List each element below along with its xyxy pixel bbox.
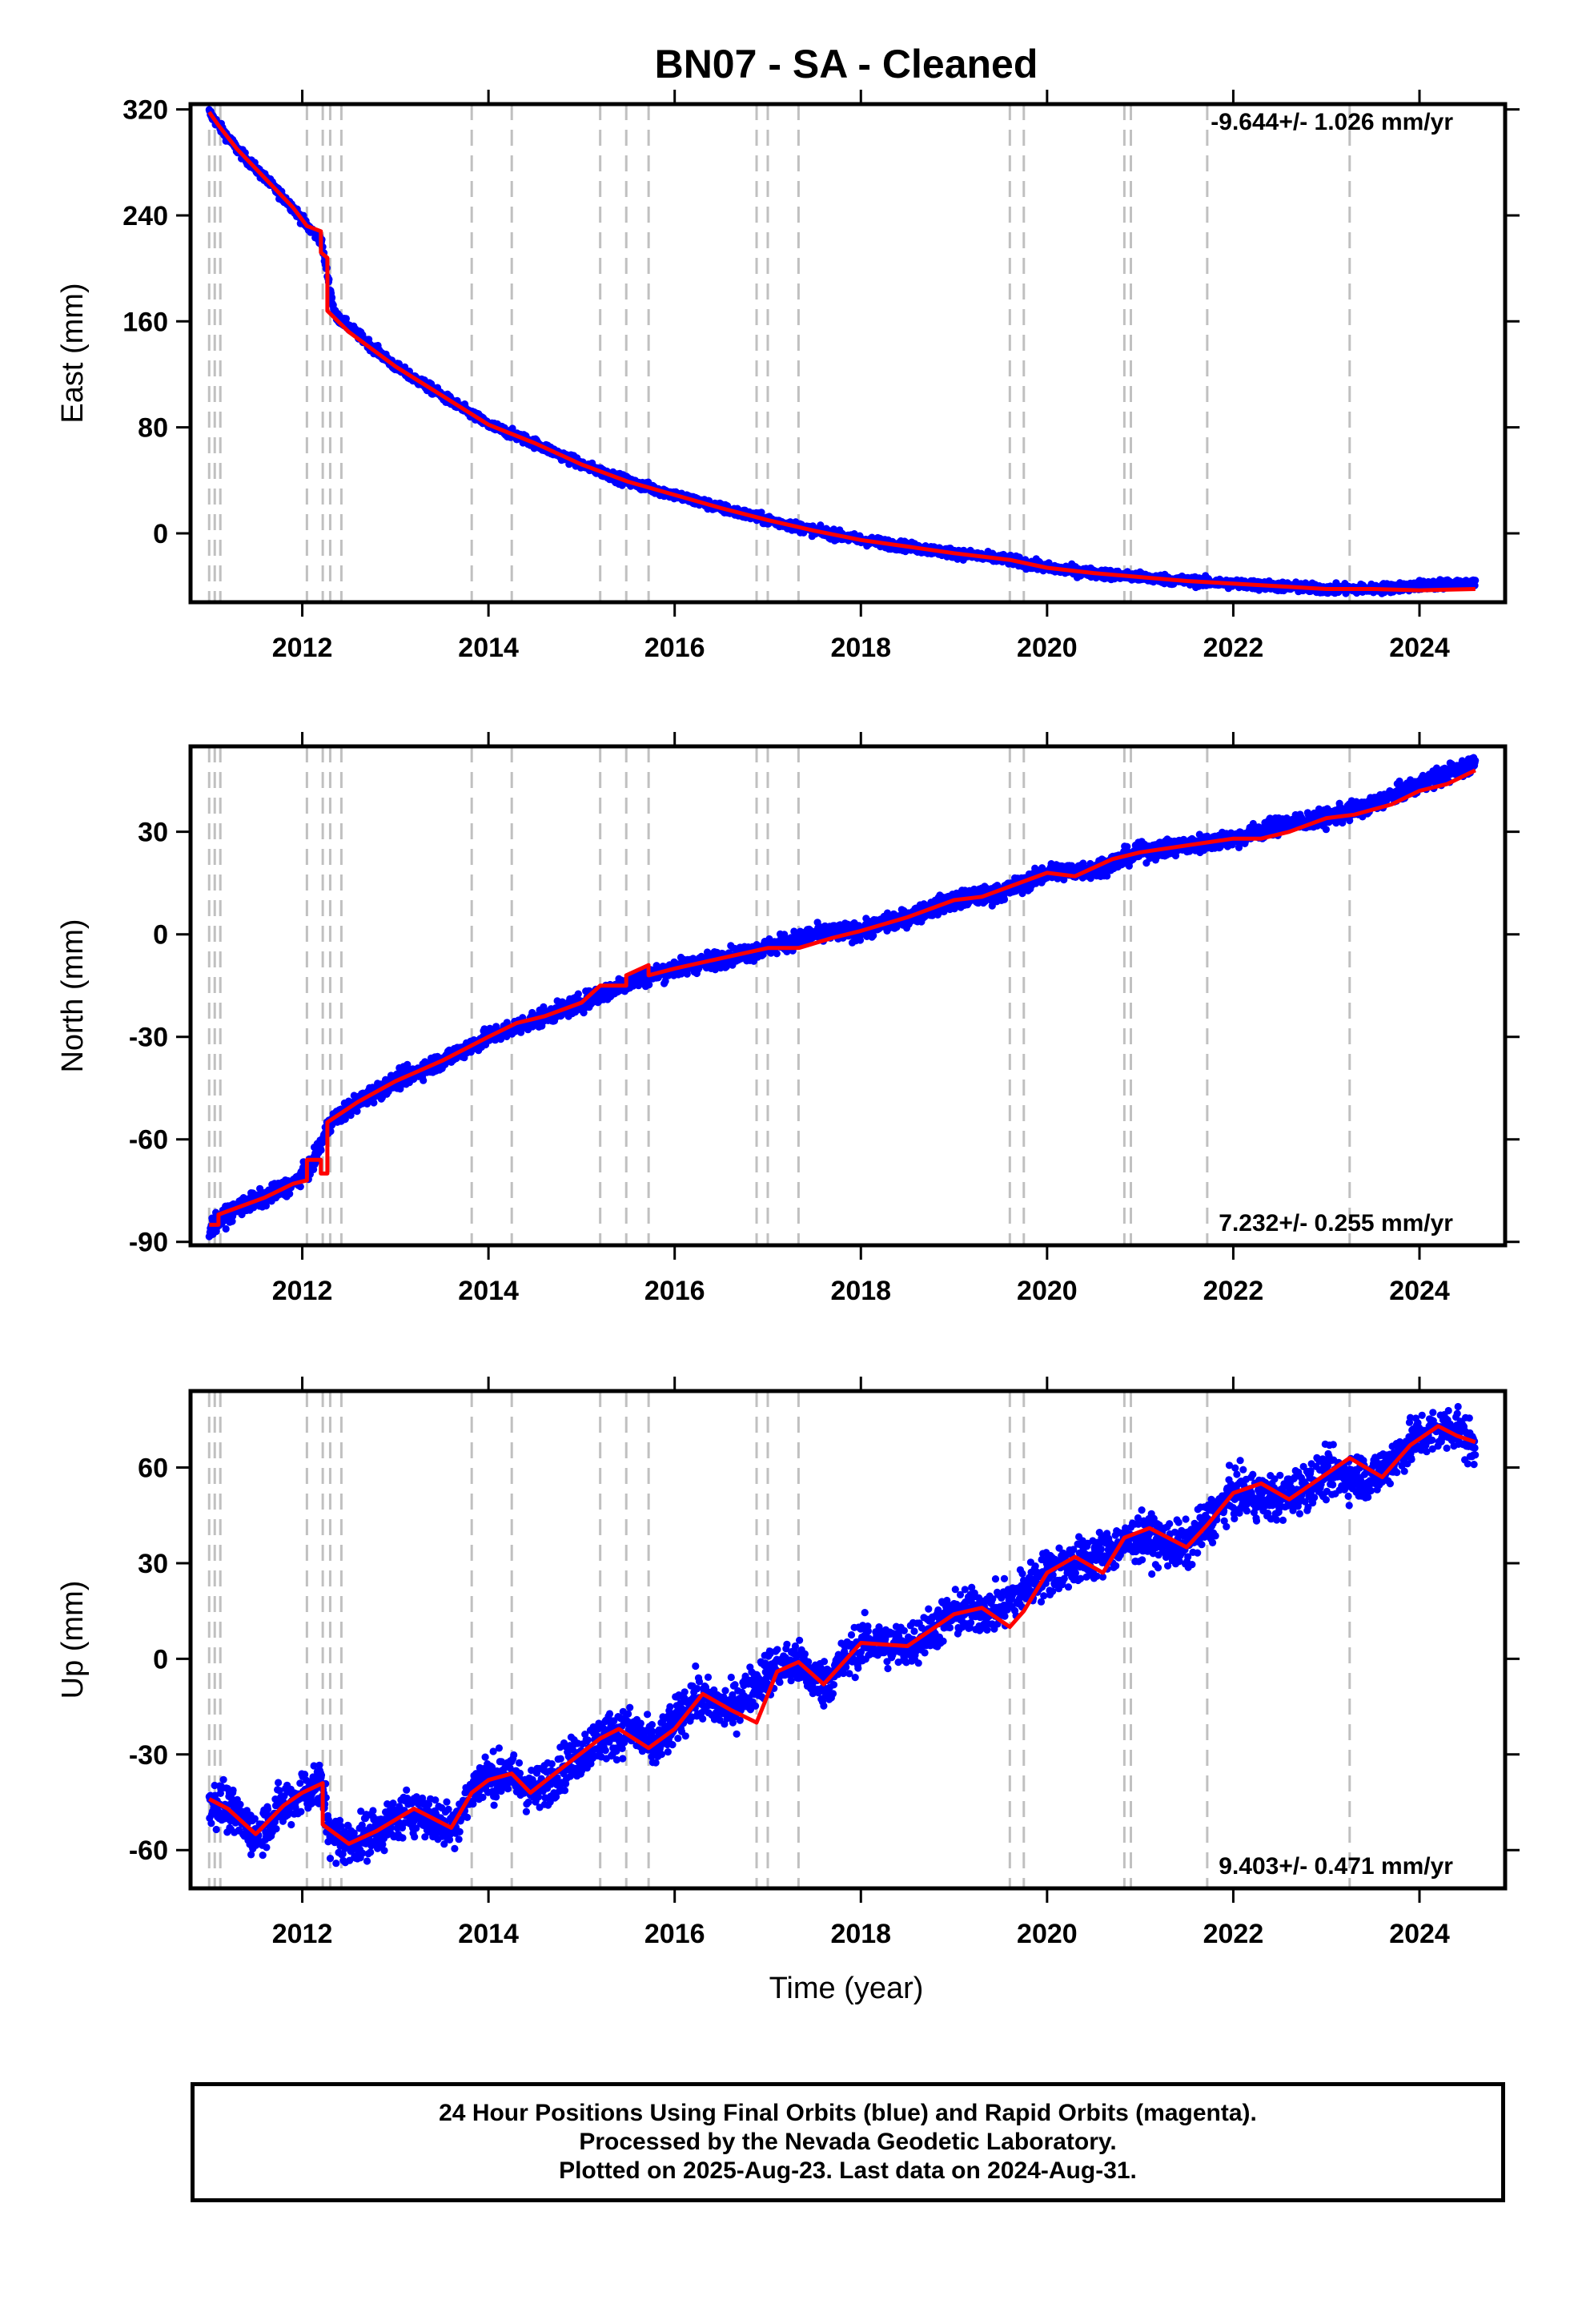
- y-tick-label: 320: [122, 95, 168, 126]
- y-tick-label: 80: [138, 413, 168, 444]
- x-tick-label: 2014: [458, 633, 519, 663]
- observation-point: [317, 1146, 325, 1154]
- observation-point: [645, 981, 653, 989]
- x-tick-label: 2016: [644, 633, 705, 663]
- panel-east: 320 240 160 80 0 2012 2014 2016 2018 2020 2022 2024…: [56, 90, 1520, 663]
- x-tick-label: 2020: [1017, 633, 1078, 663]
- y-tick-label: 160: [122, 307, 168, 337]
- x-tick-label: 2018: [830, 633, 891, 663]
- observation-point: [222, 1224, 230, 1233]
- rate-annotation: -9.644+/- 1.026 mm/yr: [1211, 109, 1453, 135]
- observation-points: [205, 754, 1480, 1240]
- observation-point: [296, 1183, 304, 1191]
- y-axis-label: East (mm): [56, 283, 90, 423]
- observation-point: [661, 977, 669, 985]
- observation-point: [988, 902, 996, 910]
- observation-point: [503, 1032, 511, 1040]
- figure-title: BN07 - SA - Cleaned: [655, 42, 1038, 86]
- observation-point: [420, 1076, 428, 1084]
- observation-point: [893, 923, 901, 931]
- x-tick-label: 2022: [1203, 633, 1264, 663]
- observation-point: [370, 1099, 378, 1107]
- observation-point: [286, 1190, 294, 1198]
- observation-point: [353, 1108, 361, 1116]
- observation-point: [341, 1115, 349, 1123]
- y-tick-label: 240: [122, 201, 168, 231]
- x-tick-label: 2012: [272, 633, 333, 663]
- observation-point: [773, 950, 781, 958]
- observation-point: [404, 1060, 412, 1068]
- observation-point: [883, 909, 892, 917]
- observation-point: [856, 936, 865, 944]
- observation-point: [328, 293, 336, 302]
- observation-point: [574, 990, 582, 998]
- observation-point: [1472, 577, 1480, 585]
- x-tick-label: 2024: [1389, 633, 1450, 663]
- plot-frame: [188, 102, 1508, 605]
- observation-points: [205, 106, 1480, 597]
- model-line: [207, 111, 1476, 593]
- observation-point: [869, 931, 877, 939]
- panels: 320 240 160 80 0 2012 2014 2016 2018 2020 2022 2024…: [56, 90, 1520, 1949]
- y-tick-label: 0: [153, 519, 168, 549]
